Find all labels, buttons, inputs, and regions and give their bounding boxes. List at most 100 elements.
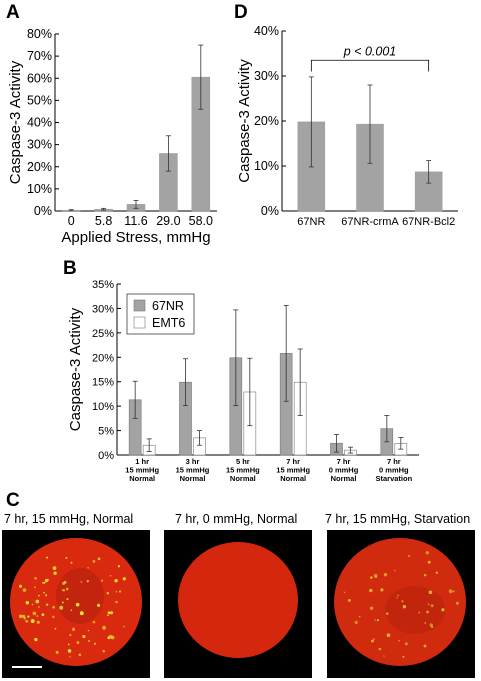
- chart-b-xtick-label: Normal: [280, 474, 306, 483]
- chart-b-xtick-label: 0 mmHg: [329, 466, 359, 475]
- chart-b-ytick-label: 35%: [92, 279, 114, 291]
- fluorescent-spot: [66, 597, 69, 601]
- fluorescent-spot: [22, 588, 27, 592]
- chart-b-xtick-label: 15 mmHg: [276, 466, 310, 475]
- fluorescent-spot: [107, 611, 110, 614]
- panel-letter-c: C: [6, 490, 20, 511]
- fluorescent-spot: [428, 590, 433, 595]
- chart-d-ytick-label: 30%: [254, 69, 279, 83]
- fluorescent-spot: [118, 590, 122, 593]
- chart-b-ytick-label: 15%: [92, 377, 114, 389]
- chart-a-ytick-label: 70%: [27, 49, 52, 63]
- fluorescent-spot: [65, 556, 68, 559]
- fluorescent-spot: [97, 557, 101, 561]
- chart-b-xtick-label: 7 hr: [387, 457, 401, 466]
- fluorescent-spot: [376, 619, 380, 622]
- fluorescent-spot: [38, 594, 40, 597]
- chart-b-legend-label: EMT6: [152, 316, 185, 330]
- fluorescent-spot: [401, 600, 404, 603]
- fluorescent-spot: [87, 629, 90, 632]
- fluorescent-spot: [343, 591, 346, 594]
- fluorescent-spot: [380, 588, 384, 592]
- chart-b-ytick-label: 10%: [92, 401, 114, 413]
- fluorescent-spot: [47, 578, 50, 581]
- fluorescent-spot: [52, 615, 55, 619]
- chart-b-xtick-label: 15 mmHg: [125, 466, 159, 475]
- micrograph-caption-2: 7 hr, 0 mmHg, Normal: [175, 512, 298, 526]
- chart-b-xtick-label: 5 hr: [236, 457, 250, 466]
- fluorescent-spot: [80, 580, 83, 583]
- fluorescent-spot: [38, 606, 40, 608]
- chart-b-xtick-label: Starvation: [375, 474, 412, 483]
- fluorescent-spot: [394, 569, 396, 572]
- fluorescent-spot: [82, 634, 86, 639]
- fluorescent-spot: [369, 606, 374, 610]
- chart-a-xtick-label: 0: [68, 214, 75, 228]
- fluorescent-spot: [79, 611, 84, 616]
- fluorescent-spot: [109, 574, 112, 577]
- fluorescent-spot: [44, 594, 48, 597]
- fluorescent-spot: [106, 591, 110, 595]
- chart-b-xtick-label: 7 hr: [337, 457, 351, 466]
- fluorescent-spot: [54, 627, 57, 630]
- chart-b-xtick-label: 3 hr: [186, 457, 200, 466]
- fluorescent-spot: [402, 605, 407, 609]
- fluorescent-spot: [396, 597, 398, 599]
- fluorescent-spot: [30, 619, 35, 623]
- fluorescent-spot: [383, 573, 388, 577]
- fluorescent-spot: [36, 620, 40, 624]
- chart-b-xtick-label: Normal: [331, 474, 357, 483]
- fluorescent-spot: [45, 603, 49, 606]
- fluorescent-spot: [53, 571, 57, 575]
- fluorescent-spot: [123, 625, 126, 628]
- fluorescent-spot: [102, 625, 107, 630]
- fluorescent-spot: [35, 599, 40, 604]
- fluorescent-spot: [43, 581, 46, 584]
- fluorescent-spot: [75, 602, 80, 607]
- chart-b-ytick-label: 20%: [92, 352, 114, 364]
- fluorescent-spot: [86, 580, 89, 583]
- panel-letter-b: B: [63, 258, 77, 279]
- fluorescent-spot: [92, 560, 96, 563]
- micrograph-svg-2: [178, 542, 298, 658]
- fluorescent-spot: [69, 656, 71, 658]
- chart-b-ylabel: Caspase-3 Activity: [67, 307, 84, 431]
- chart-a-xlabel: Applied Stress, mmHg: [61, 229, 210, 246]
- chart-a-xtick-label: 29.0: [156, 214, 180, 228]
- fluorescent-spot: [369, 588, 373, 593]
- fluorescent-spot: [18, 584, 23, 588]
- fluorescent-spot: [43, 591, 45, 594]
- fluorescent-spot: [427, 560, 431, 564]
- fluorescent-spot: [61, 589, 64, 591]
- fluorescent-spot: [76, 641, 80, 645]
- fluorescent-spot: [347, 598, 351, 602]
- fluorescent-spot: [94, 642, 96, 645]
- fluorescent-spot: [110, 611, 114, 615]
- fluorescent-spot: [425, 551, 429, 555]
- fluorescent-spot: [117, 565, 121, 568]
- micrograph-svg-1: [10, 538, 142, 668]
- chart-d-ytick-label: 0%: [261, 204, 279, 218]
- fluorescent-spot: [78, 653, 82, 657]
- chart-d-ylabel: Caspase-3 Activity: [236, 59, 253, 183]
- chart-b-xtick-label: 7 hr: [286, 457, 300, 466]
- chart-a-ytick-label: 0%: [34, 204, 52, 218]
- fluorescent-spot: [398, 639, 400, 642]
- fluorescent-spot: [41, 613, 45, 617]
- fluorescent-spot: [31, 603, 34, 606]
- fluorescent-spot: [373, 638, 375, 640]
- fluorescent-spot: [455, 601, 459, 605]
- fluorescent-spot: [34, 637, 38, 642]
- fluorescent-spot: [69, 633, 72, 637]
- cell-nucleus: [385, 586, 445, 634]
- fluorescent-spot: [115, 591, 118, 593]
- fluorescent-spot: [62, 581, 66, 585]
- fluorescent-spot: [18, 614, 23, 619]
- fluorescent-spot: [426, 610, 429, 614]
- chart-a-ytick-label: 60%: [27, 71, 52, 85]
- fluorescent-spot: [371, 639, 374, 643]
- fluorescent-spot: [424, 622, 427, 624]
- chart-d-ytick-label: 40%: [254, 24, 279, 38]
- fluorescent-spot: [402, 655, 405, 658]
- fluorescent-spot: [61, 601, 64, 604]
